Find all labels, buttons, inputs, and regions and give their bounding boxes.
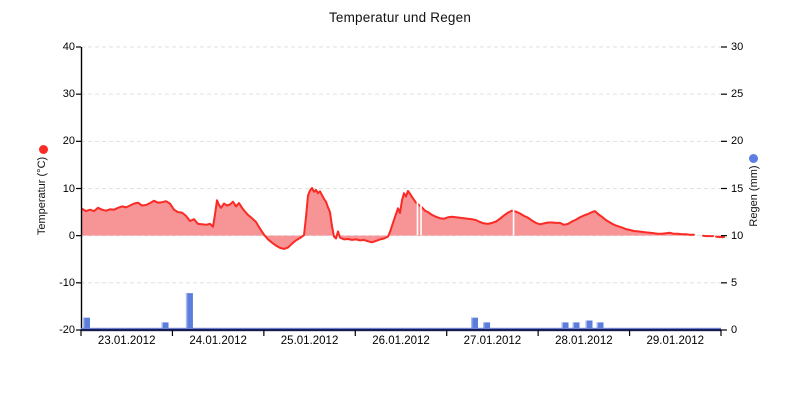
left-tick-label: -10 [59,276,75,289]
x-date-label: 26.01.2012 [372,335,430,347]
temperature-line [81,187,695,250]
rain-bar [161,322,169,329]
left-tick-label: 20 [62,135,75,148]
left-tick-label: -20 [59,324,75,336]
rain-bar-highlight [161,322,163,329]
rain-bar-highlight [185,293,188,329]
temperature-area [82,188,694,249]
bottom-axis-blue-line [81,327,721,329]
rain-bar [82,317,90,329]
bottom-axis-line [81,329,721,332]
right-tick-label: 10 [731,229,744,242]
rain-bar [483,322,491,329]
rain-bar-highlight [585,320,587,329]
left-tick-label: 40 [62,41,75,53]
right-tick-label: 25 [731,88,744,101]
x-date-label: 28.01.2012 [555,335,613,347]
rain-bar [561,322,569,329]
missing-data-gap [416,200,419,236]
x-date-label: 25.01.2012 [280,335,339,347]
x-date-label: 27.01.2012 [463,335,522,347]
missing-data-gap [420,204,422,236]
rain-bar [596,322,604,329]
left-tick-label: 10 [62,182,75,195]
x-date-label: 24.01.2012 [189,335,247,347]
x-date-label: 29.01.2012 [646,335,705,347]
rain-bar-highlight [471,317,473,329]
left-tick-label: 30 [62,88,75,101]
rain-bar-highlight [561,322,563,329]
right-tick-label: 5 [731,276,738,289]
rain-bar [572,322,580,329]
chart-title: Temperatur und Regen [328,10,472,25]
rain-bar-highlight [572,322,574,329]
missing-data-gap [512,208,515,236]
rain-bar [471,317,479,329]
left-tick-label: 0 [68,229,75,242]
rain-bar-highlight [82,317,85,329]
rain-bar-highlight [596,322,598,329]
x-date-label: 23.01.2012 [97,335,156,347]
right-tick-label: 0 [731,324,738,336]
rain-bar [185,293,193,329]
temperature-line [715,235,725,239]
rain-legend-dot [749,154,758,163]
rain-bar [585,320,593,329]
right-tick-label: 15 [731,182,744,195]
right-tick-label: 20 [731,135,744,148]
temperature-legend-dot [39,145,48,154]
right-tick-label: 30 [731,41,744,53]
rain-bar-highlight [483,322,485,329]
